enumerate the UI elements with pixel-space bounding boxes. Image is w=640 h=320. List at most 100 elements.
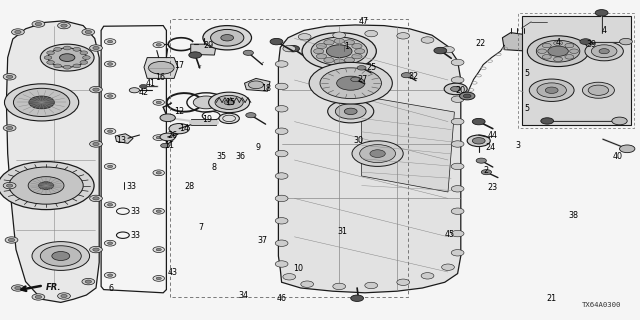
Text: 15: 15 [225,98,236,107]
Bar [191,119,216,125]
Circle shape [203,26,252,50]
Circle shape [337,76,365,90]
Circle shape [311,37,367,65]
Circle shape [542,55,551,59]
Circle shape [108,130,113,132]
Circle shape [283,274,296,280]
Circle shape [93,142,99,146]
Text: 7: 7 [198,223,204,232]
Circle shape [275,173,288,179]
Circle shape [5,237,18,243]
Circle shape [13,88,70,116]
Circle shape [153,68,164,73]
Circle shape [275,83,288,90]
Text: 16: 16 [155,73,165,82]
Text: 11: 11 [164,141,174,150]
Circle shape [536,40,580,62]
Polygon shape [115,134,133,143]
Circle shape [54,47,61,51]
Circle shape [90,195,102,202]
Circle shape [451,77,464,83]
Text: 14: 14 [179,124,189,133]
Circle shape [35,295,42,299]
Circle shape [60,54,75,61]
Circle shape [476,158,486,163]
Circle shape [316,44,326,49]
Circle shape [153,42,164,48]
Circle shape [3,74,16,80]
Text: 44: 44 [488,131,498,140]
Text: 3: 3 [516,141,521,150]
Text: 40: 40 [613,152,623,161]
Circle shape [9,167,83,204]
Text: 32: 32 [408,72,419,81]
Text: 31: 31 [338,227,348,236]
Circle shape [451,118,464,125]
Circle shape [189,52,202,58]
Circle shape [108,63,113,65]
Circle shape [44,56,52,60]
Circle shape [156,69,161,72]
Circle shape [104,240,116,246]
Circle shape [80,51,88,55]
Circle shape [463,94,471,98]
Circle shape [582,82,614,98]
Circle shape [298,34,311,40]
Text: 39: 39 [586,40,596,49]
Text: 10: 10 [293,264,303,273]
Circle shape [451,86,461,92]
Circle shape [153,276,164,281]
Circle shape [153,135,164,140]
Text: 33: 33 [131,231,141,240]
Circle shape [63,65,71,69]
Circle shape [156,210,161,212]
Circle shape [93,46,99,50]
Circle shape [153,247,164,252]
Polygon shape [244,78,270,91]
Circle shape [365,30,378,37]
Text: 21: 21 [547,294,557,303]
Text: 47: 47 [358,17,369,26]
Circle shape [542,43,551,48]
Circle shape [397,279,410,285]
Circle shape [156,172,161,174]
Circle shape [153,208,164,214]
Circle shape [472,138,485,144]
Circle shape [275,240,288,246]
Circle shape [93,197,99,200]
Circle shape [351,77,360,82]
Circle shape [565,43,574,48]
Text: 27: 27 [357,75,367,84]
Circle shape [40,44,94,71]
Circle shape [451,250,464,256]
Circle shape [3,125,16,131]
Circle shape [554,41,563,45]
Circle shape [153,100,164,105]
Text: 28: 28 [184,182,195,191]
Circle shape [585,42,623,61]
Circle shape [360,145,396,163]
Polygon shape [522,16,631,125]
Circle shape [620,38,632,45]
Circle shape [344,40,355,45]
Circle shape [85,280,92,283]
Circle shape [12,29,24,35]
Circle shape [554,57,563,61]
Polygon shape [144,58,178,78]
Circle shape [8,238,15,242]
Circle shape [221,35,234,41]
Text: 38: 38 [568,211,579,220]
Circle shape [334,38,344,44]
Circle shape [28,177,64,195]
Circle shape [156,136,161,139]
Circle shape [156,248,161,251]
Circle shape [451,230,464,237]
Text: 36: 36 [236,152,246,161]
Circle shape [108,40,113,43]
Circle shape [275,195,288,202]
Circle shape [108,242,113,244]
Text: 33: 33 [127,182,137,191]
Text: 5: 5 [525,69,530,78]
Text: 33: 33 [131,207,141,216]
Circle shape [355,49,365,54]
